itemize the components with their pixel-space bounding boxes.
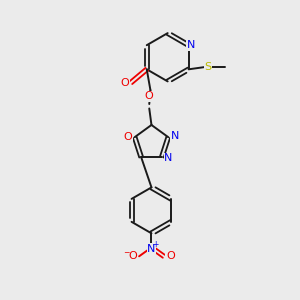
Text: N: N xyxy=(187,40,195,50)
Text: O: O xyxy=(121,78,130,88)
Text: N: N xyxy=(164,153,172,164)
Text: O: O xyxy=(166,251,175,261)
Text: −: − xyxy=(124,248,130,257)
Text: N: N xyxy=(171,131,179,141)
Text: O: O xyxy=(124,132,133,142)
Text: S: S xyxy=(205,62,212,72)
Text: O: O xyxy=(128,251,137,261)
Text: O: O xyxy=(145,91,153,101)
Text: N: N xyxy=(147,244,156,254)
Text: +: + xyxy=(152,240,159,249)
